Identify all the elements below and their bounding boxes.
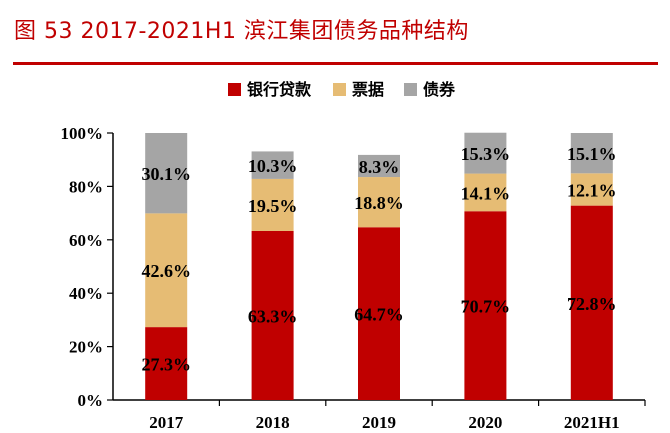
legend-label-2: 债券 [423, 80, 456, 99]
bar-segment-2019-2 [358, 154, 400, 178]
y-tick-label: 0% [78, 391, 104, 410]
data-label-2018-2: 10.3% [248, 156, 298, 176]
bar-segment-2020-0 [464, 211, 507, 400]
y-tick-label: 40% [69, 284, 103, 303]
data-label-2017-0: 27.3% [141, 355, 191, 375]
figure-title: 图 53 2017-2021H1 滨江集团债务品种结构 [14, 19, 469, 44]
data-label-2019-2: 8.3% [359, 157, 400, 177]
x-tick-label: 2019 [362, 413, 396, 432]
bar-segment-2017-2 [145, 133, 188, 214]
data-label-2019-0: 64.7% [354, 305, 404, 325]
x-tick-label: 2020 [468, 413, 502, 432]
title-rule [13, 62, 658, 65]
data-label-2021H1-0: 72.8% [567, 294, 617, 314]
bar-segment-2018-0 [251, 230, 294, 400]
data-label-2017-2: 30.1% [141, 164, 191, 184]
bar-segment-2021H1-1 [570, 173, 613, 206]
bar-segment-2017-1 [145, 213, 188, 328]
y-tick-label: 80% [69, 177, 103, 196]
legend-label-0: 银行贷款 [247, 80, 312, 99]
data-label-2018-0: 63.3% [248, 306, 298, 326]
bar-segment-2021H1-0 [570, 205, 613, 400]
x-tick-label: 2018 [256, 413, 290, 432]
legend-swatch-1 [333, 83, 346, 96]
legend-swatch-0 [228, 83, 241, 96]
legend-label-1: 票据 [352, 80, 384, 99]
bar-segment-2017-0 [145, 327, 188, 400]
x-tick-label: 2017 [149, 413, 184, 432]
data-label-2017-1: 42.6% [141, 261, 191, 281]
data-label-2019-1: 18.8% [354, 193, 404, 213]
data-label-2021H1-2: 15.1% [567, 144, 617, 164]
x-tick-label: 2021H1 [564, 413, 620, 432]
y-tick-label: 100% [61, 124, 104, 143]
bar-segment-2020-1 [464, 173, 507, 212]
bar-segment-2018-2 [251, 151, 294, 179]
bar-segment-2020-2 [464, 132, 507, 174]
bar-segment-2021H1-2 [570, 133, 613, 174]
data-label-2018-1: 19.5% [248, 196, 298, 216]
bar-segment-2019-0 [358, 227, 400, 400]
bar-segment-2019-1 [358, 177, 400, 228]
data-label-2020-0: 70.7% [461, 297, 511, 317]
legend-swatch-2 [404, 83, 417, 96]
data-label-2020-2: 15.3% [461, 144, 511, 164]
data-label-2021H1-1: 12.1% [567, 180, 617, 200]
y-tick-label: 60% [69, 231, 103, 250]
data-label-2020-1: 14.1% [461, 183, 511, 203]
bar-segment-2018-1 [251, 178, 294, 231]
y-tick-label: 20% [69, 338, 103, 357]
